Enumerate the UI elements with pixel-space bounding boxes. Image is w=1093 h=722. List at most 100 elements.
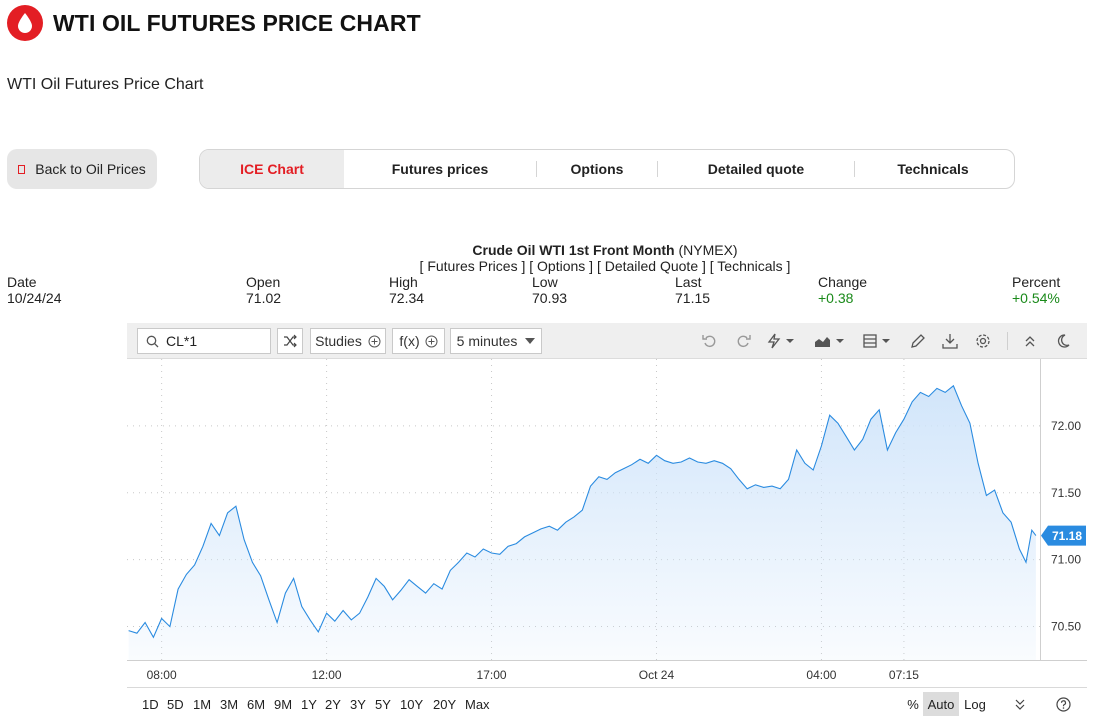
range-10y[interactable]: 10Y <box>400 697 424 712</box>
range-3y[interactable]: 3Y <box>350 697 366 712</box>
x-tick-label: 12:00 <box>312 668 342 682</box>
chart-type-icon[interactable] <box>813 331 847 351</box>
back-button-label: Back to Oil Prices <box>35 161 146 177</box>
back-icon <box>18 164 26 174</box>
range-3m[interactable]: 3M <box>220 697 239 712</box>
search-icon <box>146 335 159 347</box>
tab-detailed-quote[interactable]: Detailed quote <box>707 161 805 177</box>
stat-change: Change +0.38 <box>818 274 867 306</box>
symbol-search-input[interactable]: CL*1 <box>137 328 271 354</box>
stat-value: 71.15 <box>675 290 711 306</box>
current-price-flag <box>1041 525 1086 546</box>
tab-options[interactable]: Options <box>570 161 624 177</box>
range-5y[interactable]: 5Y <box>375 697 391 712</box>
studies-button[interactable]: Studies <box>310 328 386 354</box>
stat-label: Date <box>7 274 37 290</box>
chart-tabs: ICE Chart Futures prices Options Detaile… <box>199 149 1015 189</box>
fx-label: f(x) <box>399 333 420 349</box>
caret-down-icon <box>525 338 536 344</box>
percent-scale-button[interactable]: % <box>907 696 919 712</box>
interval-value: 5 minutes <box>456 333 518 349</box>
stat-label: High <box>389 274 418 290</box>
redo-icon[interactable] <box>732 331 754 351</box>
stat-label: Last <box>675 274 702 290</box>
chart-range-bar: 1D 5D 1M 3M 6M 9M 1Y 2Y 3Y 5Y 10Y 20Y Ma… <box>127 687 1087 718</box>
toolbar-divider <box>1007 332 1008 350</box>
tab-divider <box>657 161 658 177</box>
range-2y[interactable]: 2Y <box>325 697 341 712</box>
instrument-links[interactable]: [ Futures Prices ] [ Options ] [ Detaile… <box>419 258 791 274</box>
download-icon[interactable] <box>939 331 961 351</box>
stat-high: High 72.34 <box>389 274 424 306</box>
stat-label: Change <box>818 274 868 290</box>
instrument-title: Crude Oil WTI 1st Front Month (NYMEX) <box>0 242 1093 258</box>
help-icon[interactable] <box>1054 692 1072 716</box>
pencil-icon[interactable] <box>907 331 929 351</box>
expand-down-icon[interactable] <box>1011 692 1029 716</box>
stat-label: Percent <box>1012 274 1061 290</box>
range-5d[interactable]: 5D <box>167 697 184 712</box>
range-6m[interactable]: 6M <box>247 697 266 712</box>
symbol-value: CL*1 <box>166 333 198 349</box>
compare-button[interactable] <box>277 328 303 354</box>
auto-scale-button[interactable]: Auto <box>923 692 959 716</box>
stat-last: Last 71.15 <box>675 274 710 306</box>
undo-icon[interactable] <box>699 331 721 351</box>
layout-icon[interactable] <box>862 331 896 351</box>
log-scale-button[interactable]: Log <box>964 696 986 712</box>
interval-select[interactable]: 5 minutes <box>450 328 542 354</box>
stat-value: 72.34 <box>389 290 425 306</box>
studies-label: Studies <box>315 333 362 349</box>
settings-icon[interactable] <box>972 331 994 351</box>
x-tick-label: 07:15 <box>889 668 919 682</box>
stat-label: Low <box>532 274 558 290</box>
page-header: WTI OIL FUTURES PRICE CHART <box>7 5 421 41</box>
current-price-label: 71.18 <box>1052 529 1082 543</box>
stat-value: +0.38 <box>818 290 854 306</box>
tab-divider <box>854 161 855 177</box>
collapse-icon[interactable] <box>1019 331 1041 351</box>
dark-mode-icon[interactable] <box>1052 331 1074 351</box>
oil-drop-logo-icon <box>7 5 43 41</box>
shuffle-icon <box>284 334 297 348</box>
y-tick-label: 70.50 <box>1051 620 1081 634</box>
range-1m[interactable]: 1M <box>193 697 212 712</box>
price-area <box>128 385 1036 660</box>
page-subtitle: WTI Oil Futures Price Chart <box>7 76 204 93</box>
range-20y[interactable]: 20Y <box>433 697 457 712</box>
price-chart-plot[interactable]: 72.00 71.50 71.00 70.50 08:00 12:00 17:00 Oct 2… <box>127 359 1087 687</box>
stat-low: Low 70.93 <box>532 274 567 306</box>
functions-button[interactable]: f(x) <box>392 328 445 354</box>
x-tick-label: Oct 24 <box>639 668 675 682</box>
add-circle-icon <box>368 335 381 347</box>
range-9m[interactable]: 9M <box>274 697 293 712</box>
chart-toolbar: CL*1 Studies f(x) 5 minutes <box>127 323 1087 359</box>
range-1y[interactable]: 1Y <box>301 697 317 712</box>
draw-tools-icon[interactable] <box>764 331 798 351</box>
price-line <box>128 384 1037 639</box>
tab-technicals[interactable]: Technicals <box>897 161 969 177</box>
stat-value: 10/24/24 <box>7 290 62 306</box>
y-tick-label: 72.00 <box>1051 419 1081 433</box>
y-tick-label: 71.00 <box>1051 553 1081 567</box>
range-max[interactable]: Max <box>465 697 490 712</box>
stat-value: 70.93 <box>532 290 568 306</box>
add-circle-icon <box>425 335 438 347</box>
instrument-exchange: (NYMEX) <box>678 242 738 258</box>
stat-label: Open <box>246 274 281 290</box>
instrument-name: Crude Oil WTI 1st Front Month <box>472 242 675 258</box>
tab-ice-chart[interactable]: ICE Chart <box>200 150 344 188</box>
stat-date: Date 10/24/24 <box>7 274 62 306</box>
back-to-oil-prices-button[interactable]: Back to Oil Prices <box>7 149 157 189</box>
x-tick-label: 04:00 <box>806 668 836 682</box>
tab-futures-prices[interactable]: Futures prices <box>391 161 489 177</box>
stat-value: 71.02 <box>246 290 282 306</box>
stat-open: Open 71.02 <box>246 274 281 306</box>
stat-value: +0.54% <box>1012 290 1060 306</box>
stat-percent: Percent +0.54% <box>1012 274 1060 306</box>
range-1d[interactable]: 1D <box>142 697 159 712</box>
y-tick-label: 71.50 <box>1051 486 1081 500</box>
chart-widget: CL*1 Studies f(x) 5 minutes <box>127 323 1087 718</box>
x-tick-label: 17:00 <box>477 668 507 682</box>
x-tick-label: 08:00 <box>147 668 177 682</box>
